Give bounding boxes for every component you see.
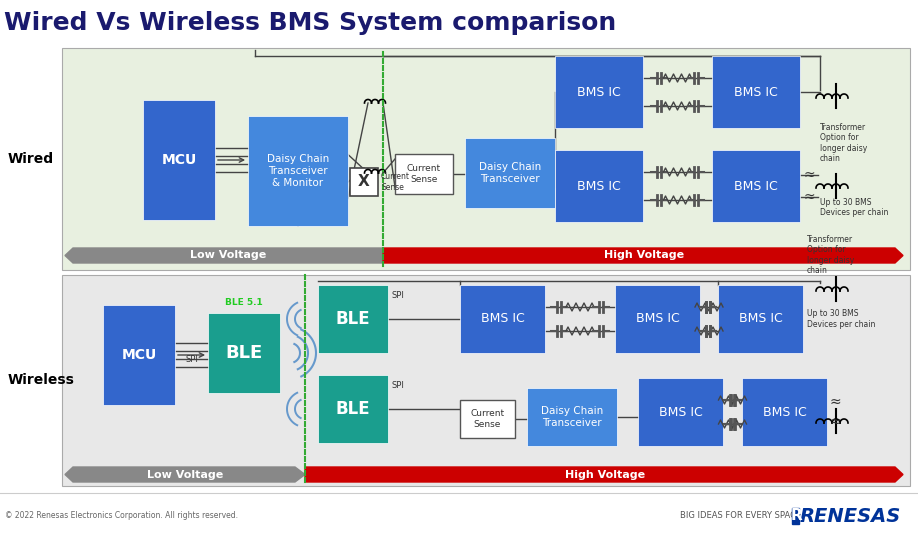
Text: BLE: BLE [336, 310, 370, 328]
Bar [555, 150, 643, 222]
Bar [742, 378, 827, 446]
Text: BMS IC: BMS IC [635, 313, 679, 325]
Text: R: R [790, 508, 802, 523]
Text: RENESAS: RENESAS [800, 506, 901, 526]
Text: Transformer
Option for
longer daisy
chain: Transformer Option for longer daisy chai… [807, 235, 855, 275]
Text: Up to 30 BMS
Devices per chain: Up to 30 BMS Devices per chain [807, 309, 876, 329]
Text: Low Voltage: Low Voltage [147, 470, 223, 479]
Bar [718, 285, 803, 353]
Text: BIG IDEAS FOR EVERY SPACE: BIG IDEAS FOR EVERY SPACE [680, 512, 801, 520]
Bar [103, 305, 175, 405]
Bar [460, 400, 515, 438]
Bar [395, 154, 453, 194]
Text: Daisy Chain
Transceiver: Daisy Chain Transceiver [479, 162, 541, 184]
Text: Wireless: Wireless [8, 373, 75, 387]
Text: © 2022 Renesas Electronics Corporation. All rights reserved.: © 2022 Renesas Electronics Corporation. … [5, 512, 238, 520]
Text: BMS IC: BMS IC [658, 406, 702, 419]
Bar [555, 56, 643, 128]
Text: BMS IC: BMS IC [481, 313, 524, 325]
Text: High Voltage: High Voltage [565, 470, 645, 479]
Text: BLE 5.1: BLE 5.1 [225, 298, 263, 307]
Text: Low Voltage: Low Voltage [190, 251, 266, 260]
Text: ≈: ≈ [830, 415, 842, 429]
Text: ≈: ≈ [830, 395, 842, 409]
Text: Daisy Chain
Transceiver
& Monitor: Daisy Chain Transceiver & Monitor [267, 154, 330, 188]
Text: ≈: ≈ [804, 190, 815, 204]
Polygon shape [305, 467, 903, 482]
Bar [318, 375, 388, 443]
Bar [143, 100, 215, 220]
Bar [712, 150, 800, 222]
Text: BMS IC: BMS IC [734, 180, 778, 193]
Text: Current
Sense: Current Sense [407, 164, 441, 183]
Text: BMS IC: BMS IC [577, 86, 621, 98]
Text: ≈: ≈ [804, 168, 815, 182]
Bar [248, 116, 348, 226]
Text: Wired Vs Wireless BMS System comparison: Wired Vs Wireless BMS System comparison [4, 11, 616, 35]
Text: Current
Sense: Current Sense [381, 172, 410, 192]
Bar [350, 168, 378, 196]
Text: Transformer
Option for
longer daisy
chain: Transformer Option for longer daisy chai… [820, 123, 868, 163]
Bar [460, 285, 545, 353]
Bar [638, 378, 723, 446]
Bar [792, 508, 799, 524]
Text: BLE: BLE [336, 400, 370, 418]
Bar [62, 48, 910, 270]
Bar [615, 285, 700, 353]
Text: BMS IC: BMS IC [577, 180, 621, 193]
Bar [527, 388, 617, 446]
Text: BMS IC: BMS IC [739, 313, 782, 325]
Polygon shape [65, 467, 305, 482]
Text: Up to 30 BMS
Devices per chain: Up to 30 BMS Devices per chain [820, 198, 889, 217]
Polygon shape [383, 248, 903, 263]
Text: MCU: MCU [121, 348, 157, 362]
Text: SPI: SPI [185, 356, 198, 365]
Text: BMS IC: BMS IC [763, 406, 806, 419]
Text: Daisy Chain
Transceiver: Daisy Chain Transceiver [541, 406, 603, 428]
Text: Current
Sense: Current Sense [470, 409, 505, 429]
Text: BMS IC: BMS IC [734, 86, 778, 98]
Text: SPI: SPI [392, 291, 405, 300]
Text: SPI: SPI [392, 381, 405, 390]
Text: Wired: Wired [8, 152, 54, 166]
Bar [62, 275, 910, 486]
Text: MCU: MCU [162, 153, 196, 167]
Polygon shape [65, 248, 392, 263]
Bar [465, 138, 555, 208]
Text: High Voltage: High Voltage [604, 251, 684, 260]
Text: X: X [358, 174, 370, 189]
Bar [318, 285, 388, 353]
Bar [712, 56, 800, 128]
Text: BLE: BLE [226, 344, 263, 362]
Bar [208, 313, 280, 393]
